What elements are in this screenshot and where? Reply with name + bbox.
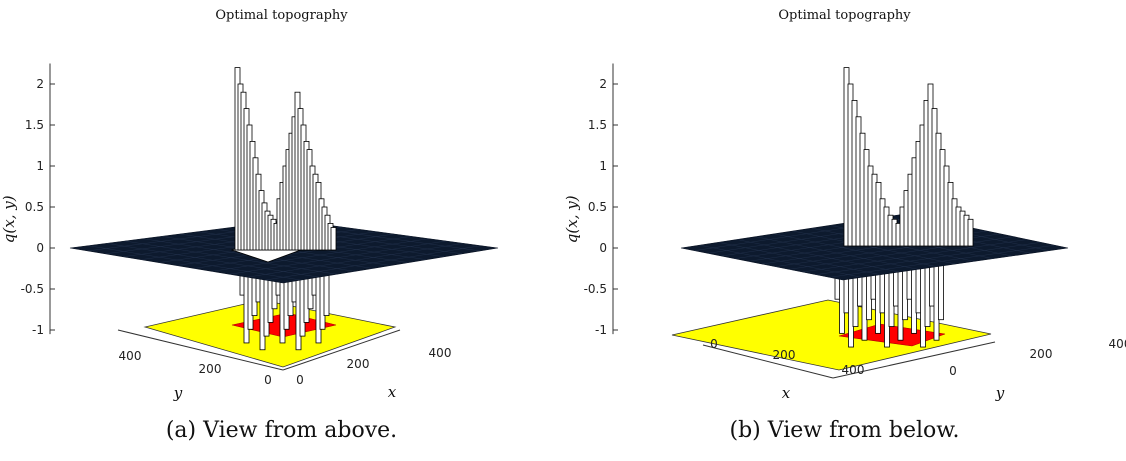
z-tick-label: -0.5	[21, 282, 44, 296]
bar-above-31	[967, 218, 974, 247]
z-tick-label: 0	[36, 241, 44, 255]
z-tick-label: 0.5	[588, 200, 607, 214]
figure-caption: (b) View from below.	[729, 418, 960, 443]
bar-above-32	[330, 227, 337, 251]
surface-plot-below: 2 1.5 1 0.5 0 -0.5 -1 q(x, y) 0 200 400 0 200 400 x y	[563, 63, 1126, 402]
x-tick-label: 400	[842, 363, 865, 377]
panel-view-from-above: Optimal topography 2 1.5 1 0.5 0 -0.5 -1 q(x, y…	[0, 8, 499, 443]
y-tick-label: 200	[199, 362, 222, 376]
z-tick-label: 2	[36, 77, 44, 91]
y-tick-label: 400	[119, 349, 142, 363]
chart-title: Optimal topography	[778, 8, 911, 23]
z-tick-label: -0.5	[584, 282, 607, 296]
surface-plot-above: 2 1.5 1 0.5 0 -0.5 -1 q(x, y) 0 200 400 400 200 0 x y	[0, 63, 499, 402]
x-tick-label: 200	[773, 348, 796, 362]
y-tick-label: 0	[949, 364, 957, 378]
y-axis-line	[117, 329, 284, 371]
z-tick-label: 0	[599, 241, 607, 255]
y-axis-label: y	[173, 384, 183, 402]
panel-view-from-below: Optimal topography 2 1.5 1 0.5 0 -0.5 -1 q(x, y…	[563, 0, 1126, 461]
z-axis-label: q(x, y)	[563, 195, 581, 243]
x-axis-label: x	[782, 384, 791, 402]
z-tick-label: -1	[32, 323, 44, 337]
y-tick-label: 0	[264, 373, 272, 387]
z-tick-label: 1	[599, 159, 607, 173]
y-tick-label: 200	[1030, 347, 1053, 361]
mesh-line	[265, 245, 481, 281]
z-tick-label: 0.5	[25, 200, 44, 214]
x-tick-label: 200	[347, 357, 370, 371]
z-tick-label: 1	[36, 159, 44, 173]
y-tick-label: 400	[1109, 337, 1126, 351]
z-axis-label: q(x, y)	[0, 195, 18, 243]
z-tick-label: 1.5	[588, 118, 607, 132]
x-tick-label: 0	[710, 337, 718, 351]
x-axis-label: x	[388, 383, 397, 401]
x-axis-line	[282, 329, 401, 371]
z-tick-label: 2	[599, 77, 607, 91]
x-tick-label: 400	[429, 346, 452, 360]
x-axis-line	[702, 344, 834, 379]
x-tick-label: 0	[296, 373, 304, 387]
y-axis-line	[832, 341, 996, 379]
z-tick-label: 1.5	[25, 118, 44, 132]
z-tick-label: -1	[595, 323, 607, 337]
chart-title: Optimal topography	[215, 8, 348, 23]
y-axis-label: y	[995, 384, 1005, 402]
figure-caption: (a) View from above.	[165, 418, 398, 443]
mesh-line	[829, 244, 1055, 278]
